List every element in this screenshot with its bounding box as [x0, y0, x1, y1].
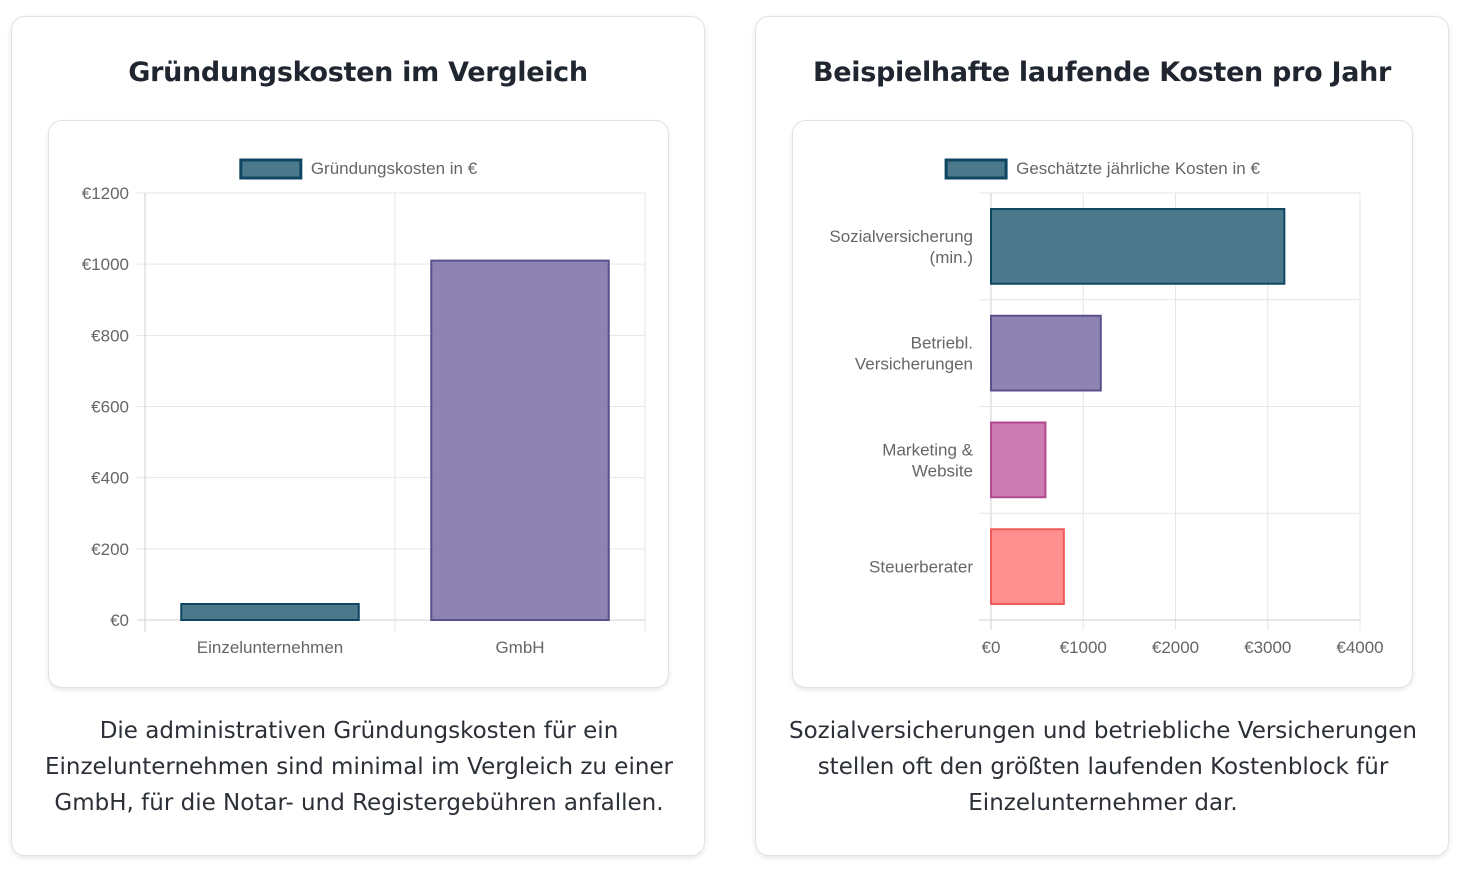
bar-gmbh	[430, 259, 610, 621]
legend-swatch	[239, 158, 303, 180]
startup-costs-caption: Die administrativen Gründungskosten für …	[44, 718, 674, 816]
y-tick-label: Steuerberater	[869, 558, 973, 577]
bar-sozialversicherung-min-	[990, 208, 1286, 285]
y-tick-label: €600	[91, 398, 129, 417]
bar-marketing-website	[990, 421, 1047, 499]
y-tick-label: €1000	[82, 255, 129, 274]
y-tick-label: €800	[91, 326, 129, 345]
legend-label: Geschätzte jährliche Kosten in €	[1016, 159, 1260, 178]
x-tick-label: €1000	[1060, 638, 1107, 657]
startup-costs-title: Gründungskosten im Vergleich	[128, 57, 588, 88]
legend-label: Gründungskosten in €	[311, 159, 478, 178]
y-tick-label: €0	[110, 611, 129, 630]
x-tick-label: Einzelunternehmen	[197, 638, 343, 657]
y-tick-label: €200	[91, 540, 129, 559]
y-tick-label: (min.)	[930, 248, 973, 267]
startup-costs-chart: €0 €200 €400 €600 €800 €1000 €1200 Einzeluntern…	[82, 158, 646, 657]
y-tick-label: Betriebl.	[911, 334, 973, 353]
x-tick-label: GmbH	[495, 638, 544, 657]
running-costs-chart: €0 €1000 €2000 €3000 €4000 Sozialversicherung…	[829, 158, 1384, 657]
y-tick-label: €1200	[82, 184, 129, 203]
running-costs-title: Beispielhafte laufende Kosten pro Jahr	[812, 57, 1392, 88]
bar-steuerberater	[990, 528, 1065, 605]
startup-costs-chart-container: €0 €200 €400 €600 €800 €1000 €1200 Einzeluntern…	[48, 120, 669, 688]
running-costs-caption: Sozialversicherungen und betriebliche Ve…	[789, 718, 1417, 816]
bar-betriebl-versicherungen	[990, 314, 1102, 392]
y-tick-label: €400	[91, 469, 129, 488]
y-tick-label: Marketing &	[882, 440, 973, 459]
startup-costs-card: Gründungskosten im Vergleich €0 €200 €400 €…	[11, 16, 705, 856]
running-costs-chart-container: €0 €1000 €2000 €3000 €4000 Sozialversicherung…	[792, 120, 1413, 688]
x-tick-label: €4000	[1336, 638, 1383, 657]
y-tick-label: Versicherungen	[855, 355, 973, 374]
legend-swatch	[944, 158, 1008, 180]
running-costs-card: Beispielhafte laufende Kosten pro Jahr €…	[755, 16, 1449, 856]
x-tick-label: €2000	[1152, 638, 1199, 657]
x-tick-label: €3000	[1244, 638, 1291, 657]
y-tick-label: Sozialversicherung	[829, 227, 973, 246]
bar-einzelunternehmen	[180, 602, 360, 621]
x-tick-label: €0	[982, 638, 1001, 657]
y-tick-label: Website	[912, 461, 973, 480]
